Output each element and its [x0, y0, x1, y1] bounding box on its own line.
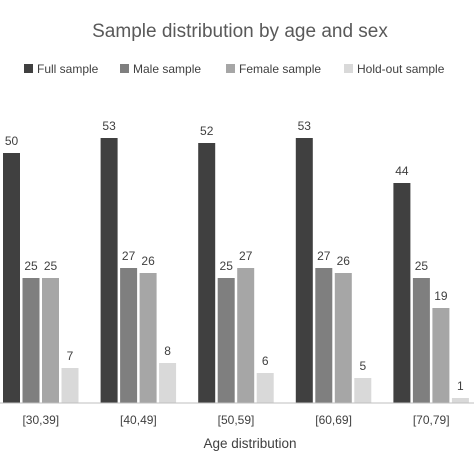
- legend-label-hold-out-sample: Hold-out sample: [357, 62, 445, 76]
- bar-hold-out-sample-60-69: [354, 378, 372, 403]
- data-label-hold-out-sample-50-59: 6: [262, 354, 269, 368]
- legend-swatch-full-sample: [24, 64, 33, 73]
- x-tick-label-70-79: [70,79]: [413, 413, 450, 427]
- legend-label-male-sample: Male sample: [133, 62, 201, 76]
- legend-item-hold-out-sample: Hold-out sample: [344, 62, 445, 76]
- data-label-male-sample-60-69: 27: [317, 249, 331, 263]
- data-label-female-sample-60-69: 26: [337, 254, 351, 268]
- legend-label-full-sample: Full sample: [37, 62, 99, 76]
- data-label-male-sample-40-49: 27: [122, 249, 136, 263]
- x-tick-labels: [30,39] [40,49] [50,59] [60,69] [70,79]: [22, 413, 449, 427]
- bar-full-sample-70-79: [393, 183, 411, 403]
- legend-swatch-male-sample: [120, 64, 129, 73]
- data-label-hold-out-sample-40-49: 8: [164, 344, 171, 358]
- legend-item-full-sample: Full sample: [24, 62, 99, 76]
- bar-female-sample-70-79: [432, 308, 450, 403]
- legend-label-female-sample: Female sample: [239, 62, 321, 76]
- data-label-full-sample-30-39: 50: [5, 134, 19, 148]
- bar-female-sample-50-59: [237, 268, 255, 403]
- x-tick-label-50-59: [50,59]: [218, 413, 255, 427]
- legend-item-male-sample: Male sample: [120, 62, 201, 76]
- x-tick-label-60-69: [60,69]: [315, 413, 352, 427]
- data-label-female-sample-70-79: 19: [434, 289, 448, 303]
- data-label-full-sample-40-49: 53: [102, 119, 116, 133]
- bar-male-sample-50-59: [217, 278, 235, 403]
- legend-swatch-female-sample: [226, 64, 235, 73]
- data-labels: 50 25 25 7 53 27 26 8 52 25 27 6 53 27 26 5 44 25 19 1: [5, 119, 464, 393]
- legend-swatch-hold-out-sample: [344, 64, 353, 73]
- bar-hold-out-sample-50-59: [256, 373, 274, 403]
- bar-full-sample-50-59: [198, 143, 216, 403]
- bar-male-sample-70-79: [412, 278, 430, 403]
- data-label-male-sample-30-39: 25: [24, 259, 38, 273]
- data-label-full-sample-70-79: 44: [395, 164, 409, 178]
- data-label-female-sample-40-49: 26: [141, 254, 155, 268]
- legend-item-female-sample: Female sample: [226, 62, 321, 76]
- data-label-hold-out-sample-70-79: 1: [457, 379, 464, 393]
- bar-hold-out-sample-70-79: [451, 398, 469, 403]
- bar-female-sample-30-39: [42, 278, 59, 403]
- bar-hold-out-sample-30-39: [61, 368, 79, 403]
- data-label-male-sample-70-79: 25: [415, 259, 429, 273]
- chart-title: Sample distribution by age and sex: [92, 21, 388, 42]
- bar-female-sample-60-69: [334, 273, 352, 403]
- x-tick-label-30-39: [30,39]: [22, 413, 59, 427]
- bar-male-sample-40-49: [120, 268, 138, 403]
- data-label-female-sample-30-39: 25: [44, 259, 58, 273]
- bar-male-sample-60-69: [315, 268, 333, 403]
- bar-female-sample-40-49: [139, 273, 157, 403]
- legend: Full sample Male sample Female sample Hold-…: [24, 62, 445, 76]
- bar-full-sample-40-49: [100, 138, 118, 403]
- bars: [3, 138, 469, 403]
- x-axis-title: Age distribution: [203, 436, 296, 451]
- data-label-female-sample-50-59: 27: [239, 249, 253, 263]
- bar-hold-out-sample-40-49: [159, 363, 177, 403]
- bar-full-sample-30-39: [3, 153, 20, 403]
- data-label-full-sample-50-59: 52: [200, 124, 214, 138]
- x-tick-label-40-49: [40,49]: [120, 413, 157, 427]
- data-label-hold-out-sample-30-39: 7: [67, 349, 74, 363]
- bar-full-sample-60-69: [295, 138, 313, 403]
- data-label-full-sample-60-69: 53: [298, 119, 312, 133]
- data-label-hold-out-sample-60-69: 5: [359, 359, 366, 373]
- data-label-male-sample-50-59: 25: [220, 259, 234, 273]
- bar-male-sample-30-39: [22, 278, 40, 403]
